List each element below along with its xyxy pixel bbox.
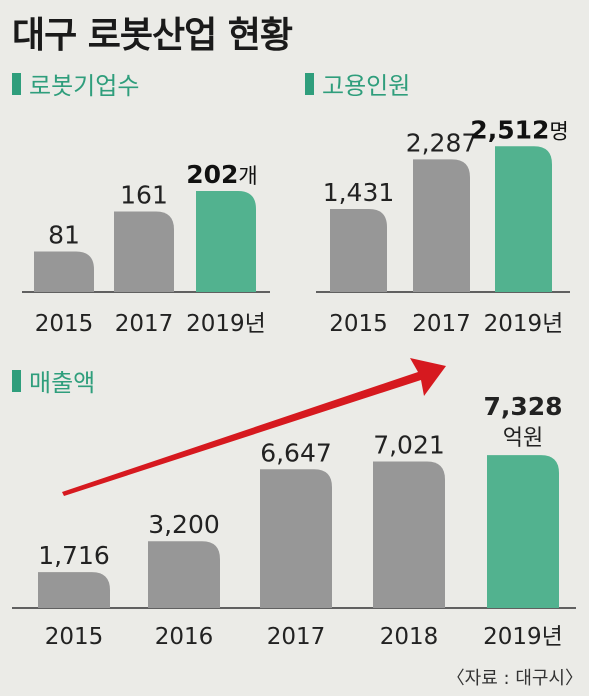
tick-label-0-0: 2015 <box>35 311 94 337</box>
bar-2-4 <box>487 455 559 608</box>
bar-2-2 <box>260 469 332 608</box>
bar-0-2 <box>196 191 256 292</box>
section-title-companies-text: 로봇기업수 <box>29 72 140 100</box>
value-label-1-0: 1,431 <box>323 178 395 207</box>
tick-label-2-4: 2019년 <box>483 624 563 650</box>
value-label-0-1: 161 <box>120 181 168 210</box>
value-label-2-4: 7,328 <box>483 392 562 421</box>
tick-label-0-2: 2019년 <box>186 311 266 337</box>
value-label-2-2: 6,647 <box>260 438 332 467</box>
main-title: 대구 로봇산업 현황 <box>12 15 293 56</box>
tick-label-1-1: 2017 <box>412 311 471 337</box>
value-label-1-1: 2,287 <box>406 128 478 157</box>
bar-0-1 <box>114 211 174 292</box>
bar-2-1 <box>148 541 220 608</box>
bar-2-0 <box>38 572 110 608</box>
value-label-0-2: 202개 <box>186 160 258 189</box>
bar-1-0 <box>330 209 387 292</box>
value-label-1-2: 2,512명 <box>470 115 568 144</box>
section-title-employment-text: 고용인원 <box>322 72 411 100</box>
growth-arrow-icon <box>62 358 446 496</box>
bar-1-1 <box>413 159 470 292</box>
tick-label-2-3: 2018 <box>380 624 439 650</box>
tick-label-2-1: 2016 <box>155 624 214 650</box>
bar-0-0 <box>34 251 94 292</box>
tick-label-1-2: 2019년 <box>484 311 564 337</box>
tick-label-1-0: 2015 <box>329 311 388 337</box>
source-note: 〈자료 : 대구시〉 <box>446 668 583 689</box>
value-label-2-1: 3,200 <box>148 510 220 539</box>
section-title-revenue: 매출액 <box>12 363 95 398</box>
bar-1-2 <box>495 146 552 292</box>
tick-label-2-2: 2017 <box>267 624 326 650</box>
unit-label-2: 억원 <box>503 426 543 451</box>
section-title-companies: 로봇기업수 <box>12 66 139 101</box>
tick-label-2-0: 2015 <box>45 624 104 650</box>
bar-2-3 <box>373 461 445 608</box>
section-marker <box>12 72 21 95</box>
section-marker <box>305 72 314 95</box>
value-label-0-0: 81 <box>48 221 80 250</box>
value-label-2-0: 1,716 <box>38 541 110 570</box>
tick-label-0-1: 2017 <box>115 311 174 337</box>
section-title-employment: 고용인원 <box>305 66 410 101</box>
section-marker <box>12 369 21 392</box>
value-label-2-3: 7,021 <box>373 430 445 459</box>
section-title-revenue-text: 매출액 <box>29 369 96 397</box>
